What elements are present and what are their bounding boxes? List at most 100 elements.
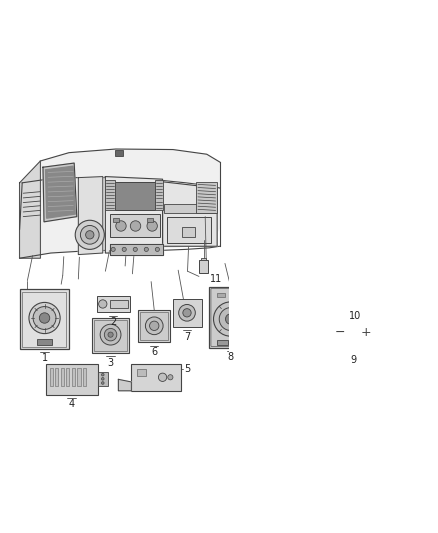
Bar: [67, 368, 70, 386]
Bar: [330, 289, 336, 303]
Bar: [164, 204, 216, 213]
Bar: [345, 289, 350, 303]
Circle shape: [144, 247, 148, 252]
FancyBboxPatch shape: [211, 288, 251, 346]
Bar: [196, 182, 217, 213]
Bar: [140, 312, 168, 341]
Bar: [78, 368, 81, 386]
Bar: [359, 323, 374, 342]
Circle shape: [131, 221, 141, 231]
Bar: [50, 368, 53, 386]
Bar: [37, 339, 52, 345]
Bar: [110, 300, 128, 308]
Circle shape: [116, 221, 126, 231]
Circle shape: [159, 373, 167, 382]
Circle shape: [122, 247, 126, 252]
Bar: [329, 314, 378, 351]
Bar: [229, 293, 237, 297]
Bar: [61, 368, 64, 386]
Text: −: −: [335, 326, 346, 339]
Text: 8: 8: [228, 352, 234, 362]
Text: +: +: [361, 326, 372, 339]
Circle shape: [29, 302, 60, 334]
Text: 3: 3: [107, 358, 113, 368]
Bar: [92, 318, 129, 353]
Bar: [201, 257, 206, 260]
Circle shape: [183, 309, 191, 317]
Bar: [182, 227, 195, 237]
Bar: [217, 340, 228, 345]
Bar: [199, 260, 208, 273]
Circle shape: [111, 247, 115, 252]
Bar: [22, 292, 67, 346]
Text: 4: 4: [68, 399, 74, 409]
Bar: [138, 310, 170, 342]
Polygon shape: [43, 163, 77, 222]
Bar: [147, 218, 153, 222]
Circle shape: [133, 247, 138, 252]
Bar: [131, 364, 181, 391]
Bar: [155, 180, 162, 211]
Bar: [374, 288, 379, 302]
Bar: [110, 214, 160, 237]
Bar: [381, 288, 387, 301]
Bar: [83, 368, 86, 386]
Bar: [323, 290, 328, 303]
Bar: [106, 180, 115, 211]
Text: 1: 1: [42, 353, 48, 364]
Circle shape: [179, 304, 195, 321]
Bar: [349, 325, 358, 333]
Text: 10: 10: [350, 311, 362, 321]
Circle shape: [213, 302, 248, 336]
Bar: [167, 216, 211, 243]
Circle shape: [100, 324, 121, 345]
Bar: [331, 316, 376, 349]
Circle shape: [39, 313, 50, 323]
Circle shape: [81, 225, 99, 244]
Polygon shape: [110, 244, 162, 255]
Bar: [231, 340, 243, 345]
Circle shape: [104, 328, 117, 341]
Circle shape: [75, 220, 104, 249]
Text: 9: 9: [351, 356, 357, 366]
Bar: [240, 293, 248, 297]
Circle shape: [102, 374, 104, 376]
Text: 11: 11: [210, 274, 222, 284]
Circle shape: [155, 247, 159, 252]
Circle shape: [147, 221, 157, 231]
Bar: [113, 218, 120, 222]
Bar: [209, 287, 252, 348]
Text: 7: 7: [184, 332, 190, 342]
Text: 6: 6: [151, 346, 157, 357]
Bar: [96, 296, 131, 312]
Circle shape: [168, 375, 173, 380]
Polygon shape: [118, 379, 131, 391]
Bar: [333, 323, 348, 342]
Polygon shape: [106, 176, 162, 253]
Bar: [337, 289, 343, 303]
Text: 5: 5: [184, 364, 190, 374]
Polygon shape: [162, 182, 217, 246]
Bar: [95, 320, 127, 351]
Bar: [20, 289, 69, 349]
Bar: [46, 364, 98, 395]
Circle shape: [108, 332, 113, 337]
Polygon shape: [20, 149, 220, 258]
Circle shape: [149, 321, 159, 330]
Bar: [173, 299, 201, 327]
Circle shape: [33, 306, 56, 329]
Bar: [115, 150, 123, 156]
Bar: [137, 369, 146, 376]
Circle shape: [102, 382, 104, 384]
Polygon shape: [20, 161, 40, 258]
Circle shape: [102, 377, 104, 380]
Bar: [72, 368, 75, 386]
Circle shape: [145, 317, 163, 335]
Bar: [217, 293, 225, 297]
Circle shape: [219, 308, 242, 330]
Bar: [55, 368, 58, 386]
Polygon shape: [318, 287, 392, 306]
Bar: [359, 289, 365, 302]
Circle shape: [99, 300, 107, 308]
Bar: [352, 289, 357, 302]
